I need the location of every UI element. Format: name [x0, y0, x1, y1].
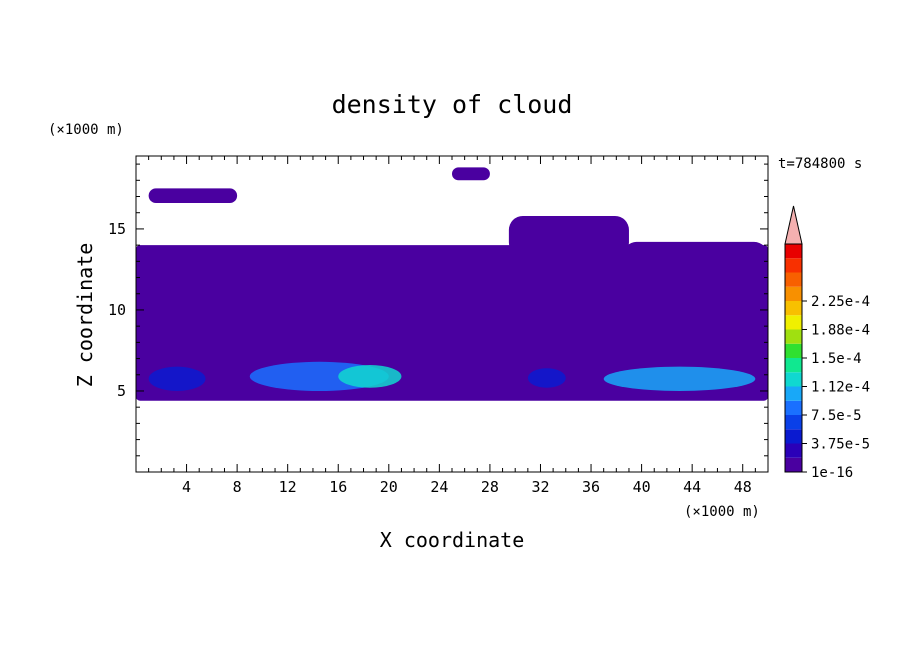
y-tick-label: 10: [108, 301, 126, 319]
colorbar-label: 2.25e-4: [811, 294, 870, 310]
x-tick-label: 20: [380, 478, 398, 496]
x-tick-label: 4: [182, 478, 191, 496]
x-tick-label: 40: [633, 478, 651, 496]
y-unit-label: (×1000 m): [48, 122, 124, 138]
colorbar-swatch: [785, 286, 802, 301]
x-tick-label: 48: [734, 478, 752, 496]
colorbar-swatch: [785, 429, 802, 444]
x-tick-label: 8: [233, 478, 242, 496]
colorbar-label: 1.88e-4: [811, 323, 870, 339]
y-tick-label: 5: [117, 382, 126, 400]
colorbar-swatch: [785, 372, 802, 387]
density-core-9: [603, 366, 756, 391]
x-tick-label: 32: [531, 478, 549, 496]
density-core-8: [527, 368, 566, 388]
time-label: t=784800 s: [778, 156, 862, 172]
x-tick-label: 12: [279, 478, 297, 496]
x-unit-label: (×1000 m): [684, 504, 760, 520]
x-axis: 4 8 12 16 20 24 28 32 36 40 44 48: [148, 156, 756, 496]
colorbar-swatch: [785, 415, 802, 430]
x-tick-label: 24: [430, 478, 448, 496]
colorbar: 1e-16 3.75e-5 7.5e-5 1.12e-4 1.5e-4 1.88e-4 2.…: [784, 205, 870, 481]
x-tick-label: 28: [481, 478, 499, 496]
colorbar-label: 1e-16: [811, 465, 853, 481]
colorbar-label: 1.12e-4: [811, 380, 870, 396]
y-tick-label: 15: [108, 220, 126, 238]
colorbar-swatch: [785, 329, 802, 344]
colorbar-swatch: [785, 358, 802, 373]
colorbar-swatch: [785, 272, 802, 287]
colorbar-swatch: [785, 343, 802, 358]
x-tick-label: 44: [683, 478, 701, 496]
colorbar-swatch: [785, 400, 802, 415]
colorbar-label: 3.75e-5: [811, 437, 870, 453]
cloud-patch-3: [148, 188, 238, 203]
density-core-7: [338, 365, 402, 388]
y-axis: 5 10 15: [108, 163, 768, 457]
cloud-patch-2: [622, 241, 768, 294]
colorbar-swatch: [785, 457, 802, 472]
colorbar-swatch: [785, 315, 802, 330]
density-core-5: [148, 366, 206, 391]
colorbar-label: 1.5e-4: [811, 351, 862, 367]
density-field: [136, 167, 768, 401]
colorbar-swatch: [785, 244, 802, 259]
x-axis-label: X coordinate: [380, 528, 525, 552]
cloud-layer-0: [136, 245, 768, 401]
colorbar-swatch: [785, 443, 802, 458]
x-tick-label: 16: [329, 478, 347, 496]
colorbar-extend-arrow: [784, 205, 803, 245]
x-tick-label: 36: [582, 478, 600, 496]
colorbar-swatch: [785, 258, 802, 273]
colorbar-swatch: [785, 386, 802, 401]
colorbar-swatch: [785, 301, 802, 316]
colorbar-label: 7.5e-5: [811, 408, 862, 424]
cloud-patch-1: [508, 215, 629, 257]
cloud-patch-4: [452, 167, 490, 181]
y-axis-label: Z coordinate: [73, 243, 97, 388]
chart-title: density of cloud: [332, 90, 573, 119]
